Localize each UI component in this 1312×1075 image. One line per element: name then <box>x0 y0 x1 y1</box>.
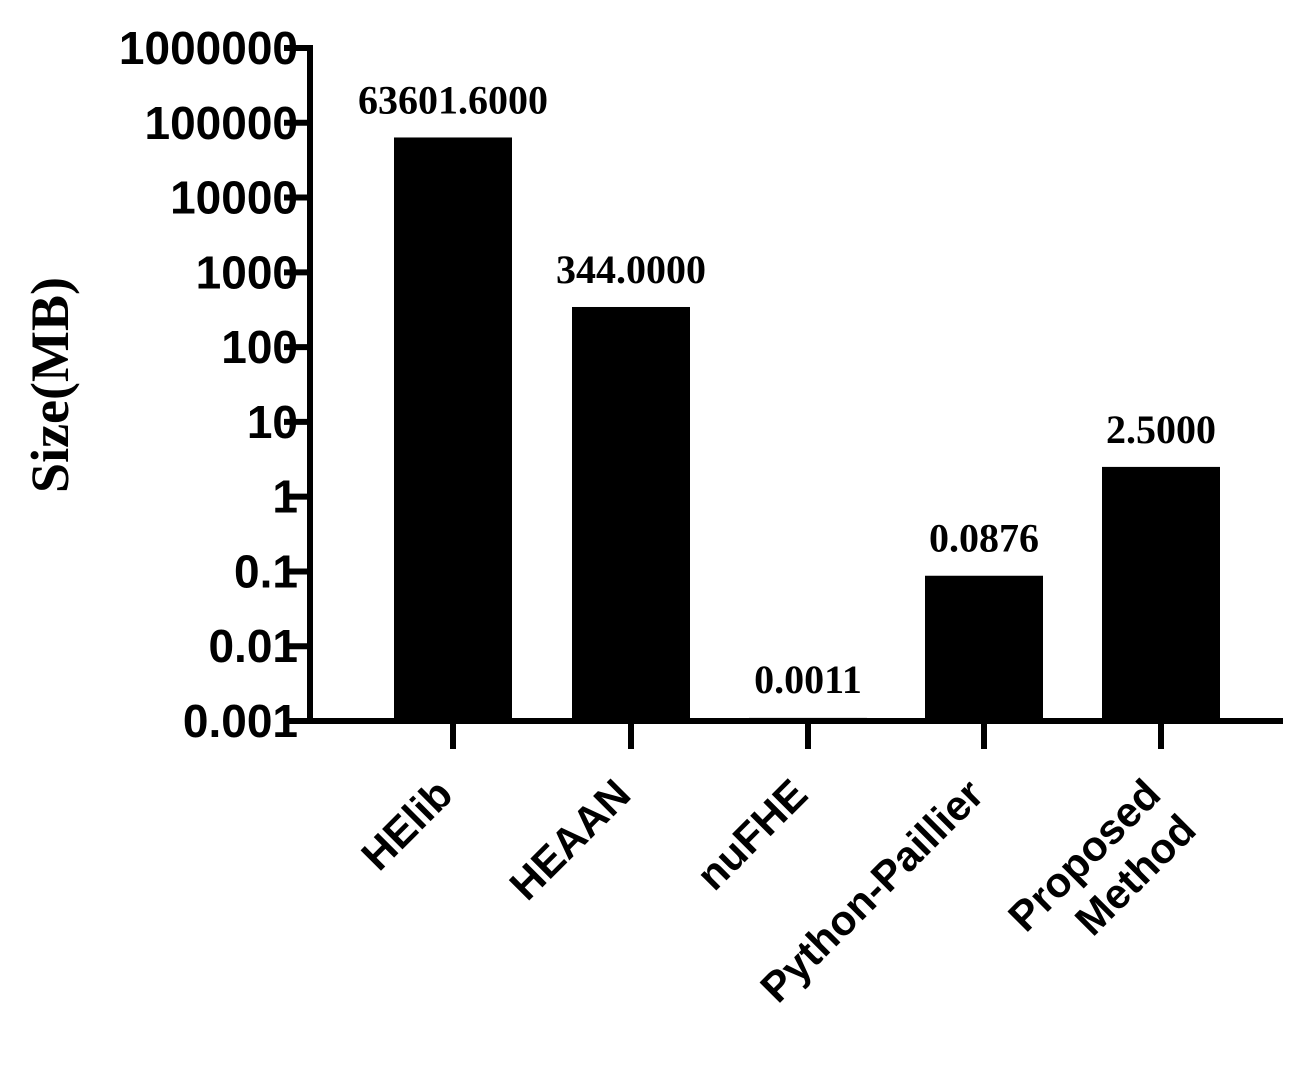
x-tick-label-line: nuFHE <box>687 770 816 899</box>
bars <box>394 137 1220 721</box>
y-tick-label: 10 <box>247 396 298 448</box>
y-axis-ticks: 0.001 0.01 0.1 1 10 100 1000 10000 100000 1000000 <box>119 22 310 747</box>
y-tick-label: 10000 <box>170 172 298 224</box>
bar-value-label: 344.0000 <box>556 247 706 292</box>
x-tick-label: HElib <box>352 770 461 879</box>
y-axis-title: Size(MB) <box>20 277 80 493</box>
bar <box>394 137 512 721</box>
y-tick-label: 1 <box>272 471 298 523</box>
x-tick-label: nuFHE <box>687 770 816 899</box>
bar-value-label: 0.0011 <box>754 657 862 702</box>
y-tick-label: 0.001 <box>183 695 298 747</box>
y-tick-label: 100 <box>221 321 298 373</box>
x-tick-label-line: HElib <box>352 770 461 879</box>
y-tick-label: 0.01 <box>208 620 298 672</box>
bar <box>1102 466 1220 721</box>
y-tick-label: 100000 <box>145 97 299 149</box>
bar-value-label: 63601.6000 <box>358 77 548 122</box>
bar-value-label: 2.5000 <box>1106 407 1216 452</box>
x-tick-label: HEAAN <box>500 770 639 909</box>
bar <box>572 306 690 721</box>
bar-value-label: 0.0876 <box>929 516 1039 561</box>
bar <box>925 575 1043 721</box>
y-tick-label: 0.1 <box>234 545 298 597</box>
x-tick-label: ProposedMethod <box>999 770 1205 976</box>
y-tick-label: 1000 <box>196 246 298 298</box>
y-tick-label: 1000000 <box>119 22 298 74</box>
x-tick-label-line: HEAAN <box>500 770 639 909</box>
value-labels: 63601.6000 344.0000 0.0011 0.0876 2.5000 <box>358 77 1216 701</box>
